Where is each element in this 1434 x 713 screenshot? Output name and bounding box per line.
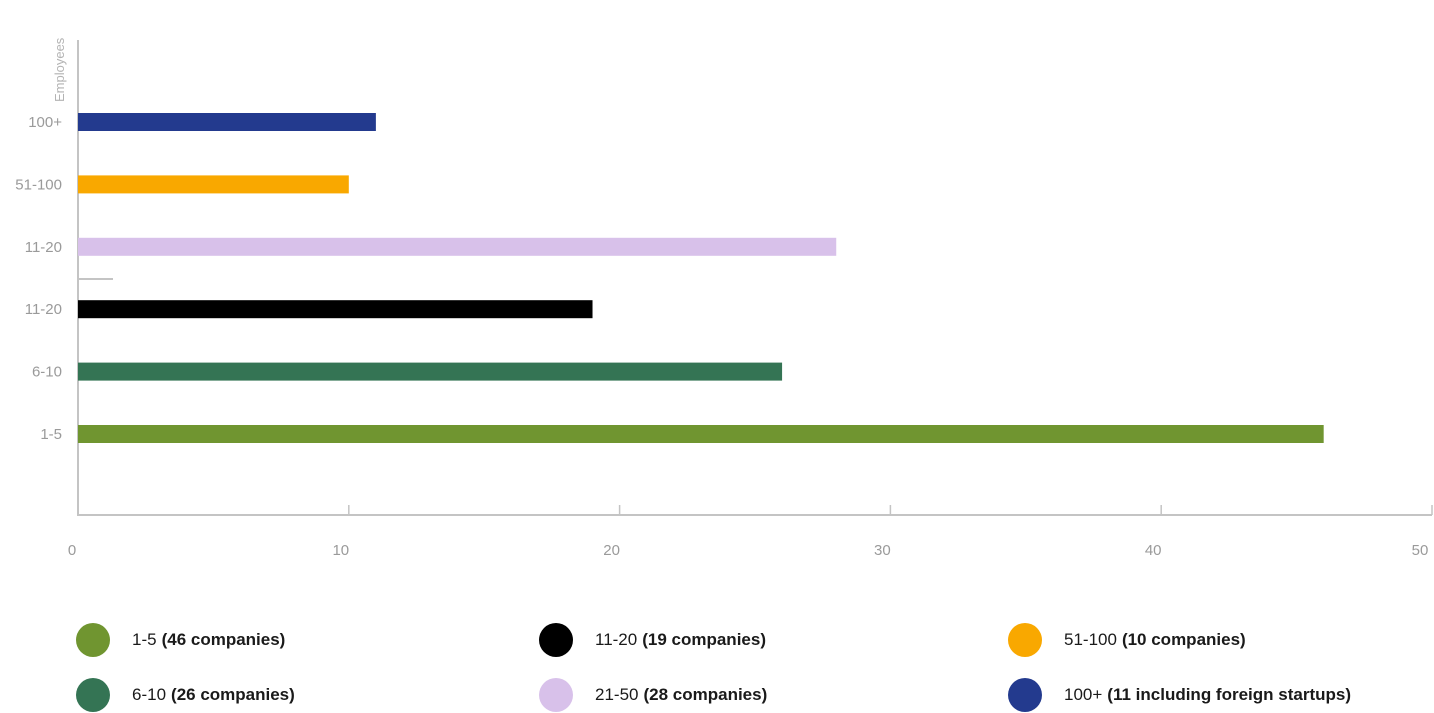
x-tick-label: 10 [332, 542, 349, 559]
legend-item-100-plus: 100+ (11 including foreign startups) [1008, 677, 1351, 713]
legend-range: 6-10 [132, 685, 167, 704]
legend-item-51-100: 51-100 (10 companies) [1008, 622, 1246, 658]
legend-item-21-50: 21-50 (28 companies) [539, 677, 767, 713]
bar-11-20 [78, 300, 593, 319]
legend-count: (19 companies) [642, 630, 766, 649]
x-tick-label: 20 [603, 542, 620, 559]
legend-range: 51-100 [1064, 630, 1117, 649]
legend-range: 1-5 [132, 630, 157, 649]
legend: 1-5 (46 companies) 6-10 (26 companies) 1… [0, 620, 1434, 712]
legend-item-11-20: 11-20 (19 companies) [539, 622, 766, 658]
legend-range: 21-50 [595, 685, 639, 704]
legend-count: (10 companies) [1121, 630, 1246, 649]
legend-swatch [539, 678, 573, 712]
y-tick-label: 6-10 [32, 364, 62, 381]
x-tick-label: 0 [68, 542, 76, 559]
y-axis-title: Employees [52, 37, 67, 102]
y-tick-label: 11-20 [25, 239, 62, 256]
legend-item-6-10: 6-10 (26 companies) [76, 677, 295, 713]
y-tick-label: 11-20 [25, 301, 62, 318]
legend-range: 11-20 [595, 630, 638, 649]
x-tick-label: 30 [874, 542, 891, 559]
legend-swatch [1008, 623, 1042, 657]
legend-swatch [1008, 678, 1042, 712]
bar-6-10 [78, 362, 783, 381]
bar-51-100 [78, 175, 349, 194]
legend-count: (46 companies) [161, 630, 286, 649]
legend-item-1-5: 1-5 (46 companies) [76, 622, 285, 658]
legend-count: (28 companies) [643, 685, 768, 704]
x-tick-label: 50 [1412, 542, 1429, 559]
legend-count: (11 including foreign startups) [1107, 685, 1351, 704]
y-tick-label: 1-5 [40, 426, 62, 443]
x-tick-label: 40 [1145, 542, 1162, 559]
legend-range: 100+ [1064, 685, 1103, 704]
legend-count: (26 companies) [171, 685, 295, 704]
bar-11-20 [78, 237, 837, 256]
y-tick-label: 100+ [28, 114, 62, 131]
bar-100-plus [78, 113, 376, 131]
legend-swatch [76, 678, 110, 712]
legend-swatch [539, 623, 573, 657]
bar-1-5 [78, 425, 1324, 443]
legend-swatch [76, 623, 110, 657]
y-tick-label: 51-100 [15, 176, 62, 193]
